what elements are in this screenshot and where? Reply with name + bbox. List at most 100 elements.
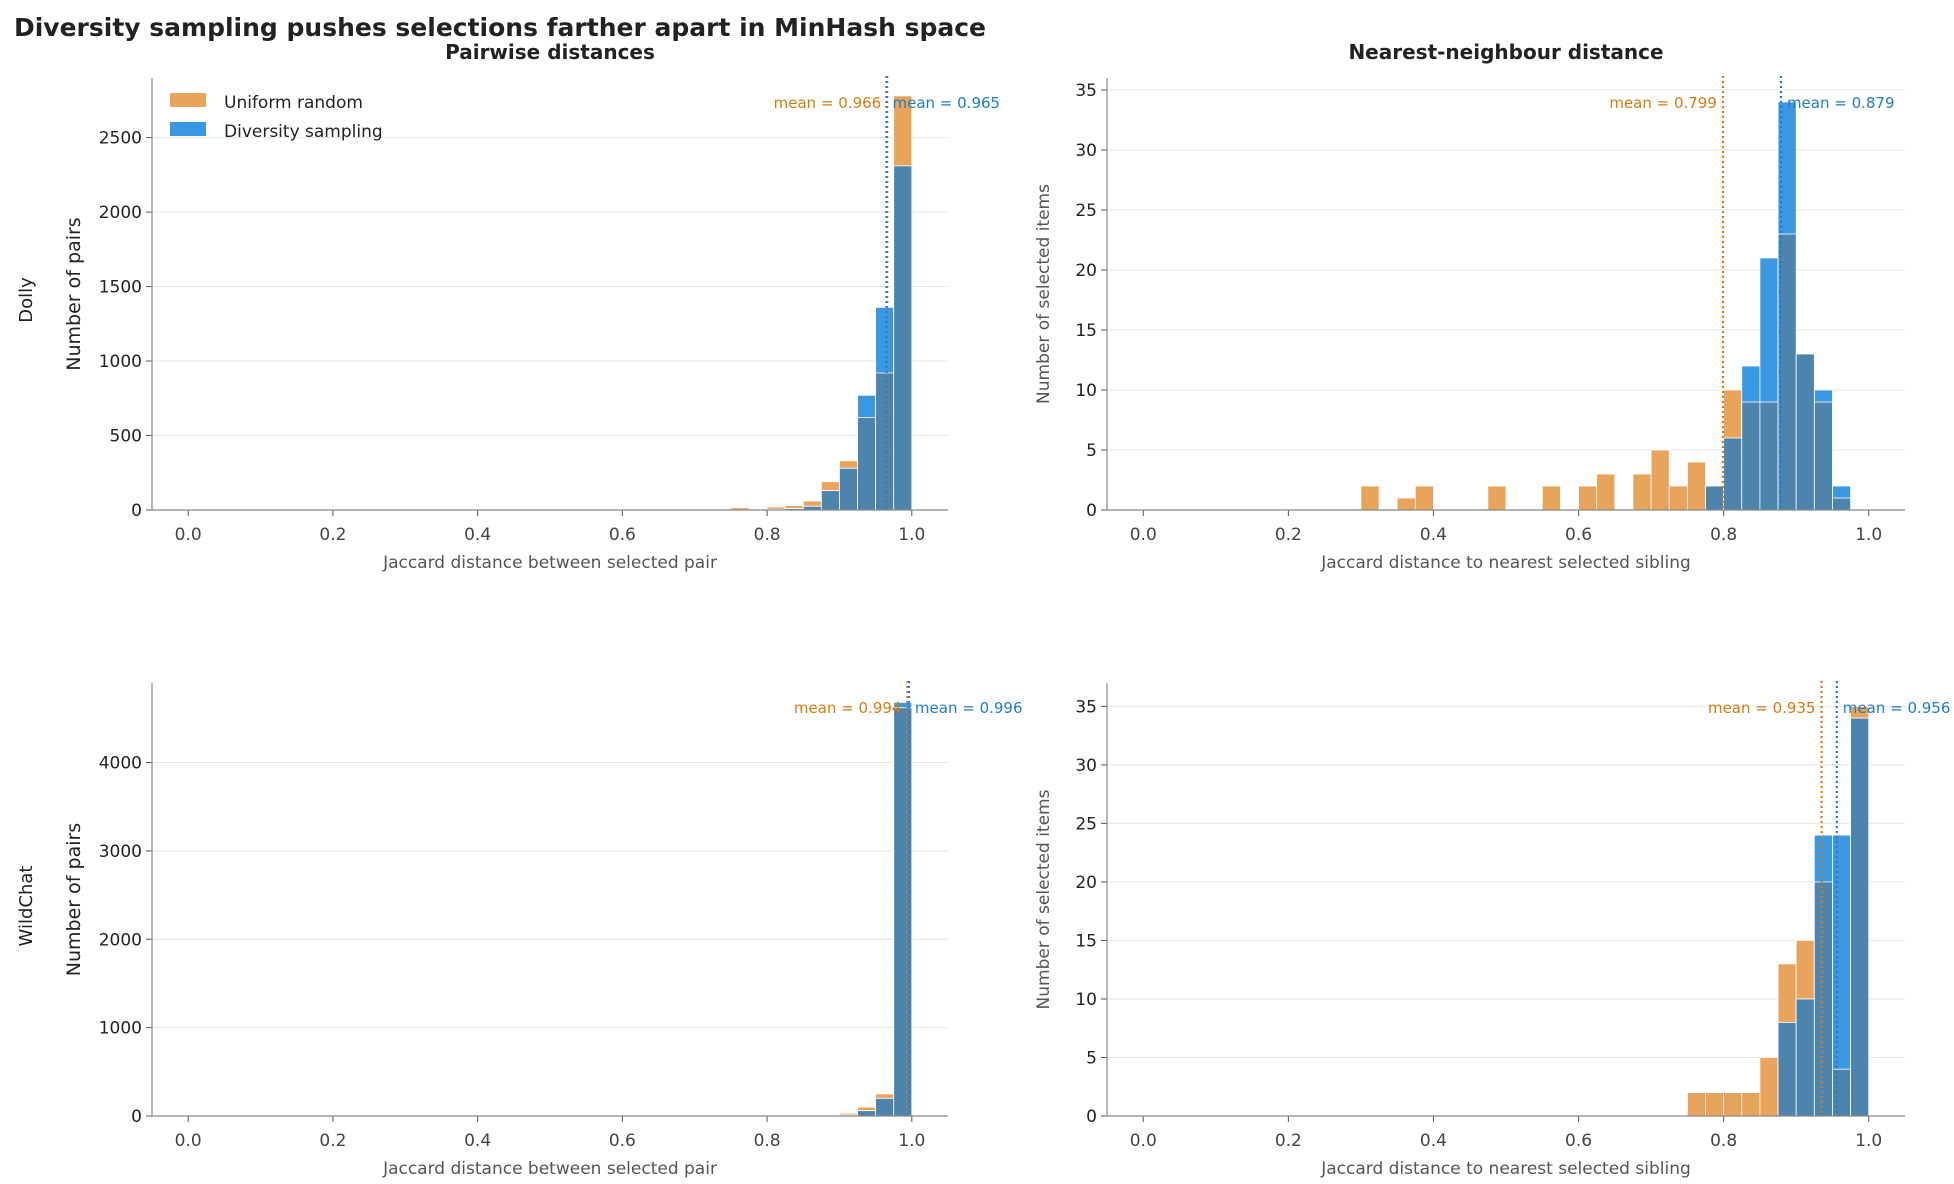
y-tick-label: 2500 <box>99 129 142 149</box>
mean-label-diversity: mean = 0.879 <box>1787 94 1895 112</box>
bar-uniform <box>1741 1092 1761 1117</box>
bar-uniform <box>1396 497 1416 511</box>
bar-uniform <box>1596 473 1616 511</box>
mean-label-diversity: mean = 0.956 <box>1843 699 1951 717</box>
bar-uniform <box>1686 461 1706 511</box>
x-tick-label: 0.6 <box>1565 525 1592 545</box>
y-tick-label: 10 <box>1075 381 1097 401</box>
x-tick-label: 0.4 <box>464 525 491 545</box>
y-tick-label: 25 <box>1075 201 1097 221</box>
y-tick-label: 20 <box>1075 873 1097 893</box>
bar-overlap <box>1795 998 1815 1117</box>
x-axis-label: Jaccard distance to nearest selected sib… <box>1320 553 1691 573</box>
x-axis-label: Jaccard distance between selected pair <box>382 1159 717 1179</box>
y-tick-label: 35 <box>1075 697 1097 717</box>
bar-overlap <box>893 165 913 511</box>
y-tick-label: 0 <box>131 1107 142 1127</box>
legend-swatch-uniform <box>170 93 206 107</box>
legend: Uniform random Diversity sampling <box>170 93 383 142</box>
x-tick-label: 0.6 <box>609 1131 636 1151</box>
y-tick-label: 1000 <box>99 352 142 372</box>
panel-dolly-nearest: 0 5 10 15 20 25 30 35 0.0 0.2 0.4 0.6 0.8 1.0 mean = 0… <box>1034 40 1905 573</box>
y-tick-label: 1000 <box>99 1019 142 1039</box>
x-tick-label: 0.2 <box>319 1131 346 1151</box>
x-tick-label: 0.6 <box>609 525 636 545</box>
y-tick-label: 15 <box>1075 931 1097 951</box>
x-tick-label: 0.4 <box>1420 1131 1447 1151</box>
x-tick-label: 1.0 <box>898 1131 925 1151</box>
panel-wildchat-nearest: 0 5 10 15 20 25 30 35 0.0 0.2 0.4 0.6 0.8 1.0 mean = 0… <box>1034 681 1950 1179</box>
x-tick-label: 0.2 <box>1275 1131 1302 1151</box>
x-tick-label: 1.0 <box>898 525 925 545</box>
y-tick-label: 5 <box>1086 1048 1097 1068</box>
panel-wildchat-pairwise: 0 1000 2000 3000 4000 0.0 0.2 0.4 0.6 0.8 1.0 mean … <box>63 681 1023 1179</box>
x-tick-label: 0.6 <box>1565 1131 1592 1151</box>
x-tick-label: 1.0 <box>1855 1131 1882 1151</box>
bar-uniform <box>1705 1092 1725 1117</box>
x-tick-label: 0.8 <box>1710 1131 1737 1151</box>
bar-uniform <box>1723 1092 1743 1117</box>
x-tick-label: 0.0 <box>175 1131 202 1151</box>
bar-uniform <box>1759 1057 1779 1117</box>
bar-uniform <box>1632 473 1652 511</box>
x-tick-label: 0.2 <box>319 525 346 545</box>
bar-uniform <box>1650 449 1670 511</box>
x-tick-label: 0.8 <box>754 1131 781 1151</box>
panel-title: Nearest-neighbour distance <box>1348 40 1663 64</box>
bar-overlap <box>1759 401 1779 511</box>
bar-overlap <box>820 490 840 511</box>
y-axis-label: Number of pairs <box>63 217 85 370</box>
bar-uniform <box>1686 1092 1706 1117</box>
legend-label-uniform: Uniform random <box>224 93 363 113</box>
y-tick-label: 20 <box>1075 261 1097 281</box>
x-tick-label: 0.8 <box>754 525 781 545</box>
x-tick-label: 0.0 <box>1130 1131 1157 1151</box>
x-axis-label: Jaccard distance to nearest selected sib… <box>1320 1159 1691 1179</box>
bar-overlap <box>1850 717 1870 1117</box>
y-tick-label: 10 <box>1075 990 1097 1010</box>
row-label-dolly: Dolly <box>16 277 37 323</box>
y-tick-label: 0 <box>131 501 142 521</box>
x-tick-label: 0.2 <box>1275 525 1302 545</box>
mean-label-uniform: mean = 0.966 <box>774 94 882 112</box>
y-tick-label: 25 <box>1075 814 1097 834</box>
bar-uniform <box>1578 485 1598 511</box>
bar-uniform <box>1414 485 1434 511</box>
mean-label-diversity: mean = 0.965 <box>892 94 1000 112</box>
y-tick-label: 3000 <box>99 842 142 862</box>
bar-uniform <box>1541 485 1561 511</box>
y-tick-label: 35 <box>1075 81 1097 101</box>
x-tick-label: 0.4 <box>1420 525 1447 545</box>
row-label-wildchat: WildChat <box>16 866 37 947</box>
bar-overlap <box>1741 401 1761 511</box>
bar-overlap <box>839 467 858 511</box>
bar-uniform <box>1487 485 1507 511</box>
mean-label-uniform: mean = 0.994 <box>794 699 902 717</box>
panel-dolly-pairwise: 0 500 1000 1500 2000 2500 0.0 0.2 0.4 0.6 0.8 1.0 me… <box>63 40 1000 573</box>
y-tick-label: 5 <box>1086 441 1097 461</box>
y-tick-label: 4000 <box>99 754 142 774</box>
y-axis-label: Number of selected items <box>1034 789 1054 1009</box>
bar-uniform <box>1668 485 1688 511</box>
bar-overlap <box>1832 1068 1851 1117</box>
x-tick-label: 0.0 <box>1130 525 1157 545</box>
y-tick-label: 30 <box>1075 756 1097 776</box>
bar-overlap <box>1813 881 1833 1117</box>
mean-label-uniform: mean = 0.935 <box>1708 699 1816 717</box>
y-tick-label: 2000 <box>99 930 142 950</box>
mean-label-uniform: mean = 0.799 <box>1609 94 1717 112</box>
y-tick-label: 2000 <box>99 203 142 223</box>
bar-overlap <box>1777 1021 1797 1117</box>
y-axis-label: Number of pairs <box>63 823 85 976</box>
y-tick-label: 1500 <box>99 278 142 298</box>
bar-overlap <box>875 372 895 511</box>
figure-suptitle: Diversity sampling pushes selections far… <box>14 13 986 42</box>
x-tick-label: 0.4 <box>464 1131 491 1151</box>
bar-overlap <box>1832 497 1851 511</box>
bar-overlap <box>1723 437 1743 511</box>
x-tick-label: 1.0 <box>1855 525 1882 545</box>
bar-overlap <box>1795 353 1815 511</box>
x-tick-label: 0.0 <box>175 525 202 545</box>
y-tick-label: 500 <box>110 427 142 447</box>
